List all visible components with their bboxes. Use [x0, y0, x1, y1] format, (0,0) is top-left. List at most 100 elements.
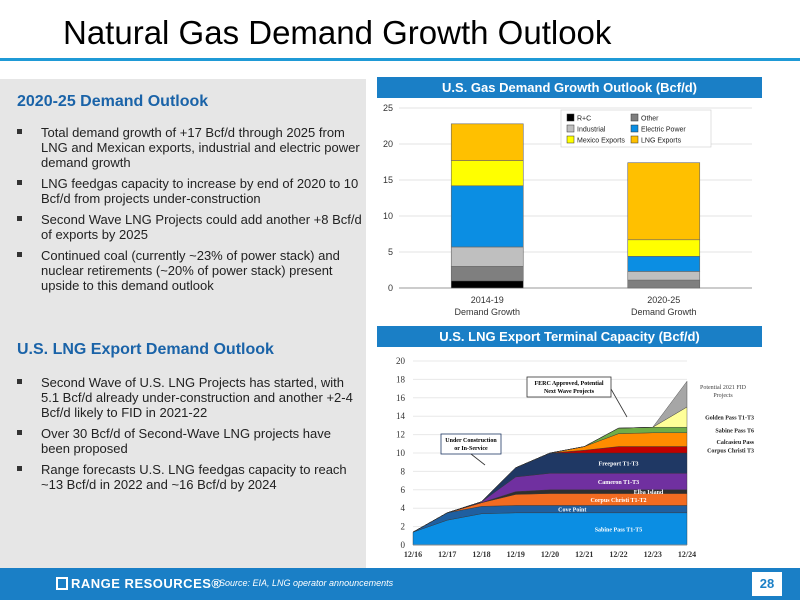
- y-tick-label: 10: [383, 211, 393, 221]
- x-tick-label: 12/17: [438, 550, 456, 559]
- demand-growth-bar-chart: 0 5 10 15 20 25 2014-19 Demand Growth 2020-25 Dem…: [377, 100, 762, 322]
- x-tick-label: Demand Growth: [454, 307, 520, 317]
- source-note: Source: EIA, LNG operator announcements: [219, 578, 394, 588]
- annotation-text: or In-Service: [454, 446, 488, 452]
- y-tick-label: 4: [401, 503, 406, 513]
- legend-label: LNG Exports: [641, 138, 682, 145]
- area-label: Potential 2021 FID: [700, 385, 747, 391]
- page-number: 28: [752, 572, 782, 596]
- y-tick-label: 2: [401, 522, 406, 532]
- chart-legend: R+C Other Industrial Electric Power Mexico E…: [560, 109, 712, 148]
- x-tick-label: 12/20: [541, 550, 559, 559]
- y-tick-label: 20: [396, 356, 406, 366]
- y-tick-label: 8: [401, 466, 406, 476]
- area-label: Projects: [713, 393, 733, 399]
- annotation-under-construction: Under Construction or In-Service: [440, 433, 502, 466]
- area-label: Corpus Christi T1-T2: [591, 498, 647, 504]
- list-item: Second Wave LNG Projects could add anoth…: [17, 212, 362, 242]
- left-text-panel: 2020-25 Demand Outlook Total demand grow…: [0, 79, 366, 568]
- legend-label: Electric Power: [641, 127, 686, 134]
- demand-chart-header: U.S. Gas Demand Growth Outlook (Bcf/d): [377, 77, 762, 98]
- annotation-box: [526, 376, 612, 398]
- annotation-text: Next Wave Projects: [544, 389, 595, 395]
- x-tick-label: 12/23: [644, 550, 662, 559]
- bar-segment: [627, 256, 701, 272]
- x-tick-label: 12/18: [472, 550, 490, 559]
- area-label: Freeport T1-T3: [599, 462, 639, 468]
- area-label: Elba Island: [634, 490, 664, 496]
- legend-swatch: [630, 124, 639, 133]
- bar-segment: [450, 280, 524, 289]
- bar-segment: [627, 271, 701, 281]
- bullet-icon: [17, 180, 22, 185]
- list-item: Second Wave of U.S. LNG Projects has sta…: [17, 375, 362, 420]
- y-tick-label: 20: [383, 139, 393, 149]
- bar-segment: [450, 185, 524, 248]
- y-tick-label: 18: [396, 374, 406, 384]
- legend-swatch: [630, 135, 639, 144]
- area-label: Golden Pass T1-T3: [705, 416, 754, 422]
- bullet-icon: [17, 252, 22, 257]
- annotation-arrow: [610, 388, 628, 418]
- demand-outlook-bullets: Total demand growth of +17 Bcf/d through…: [17, 125, 362, 299]
- list-item: Over 30 Bcf/d of Second-Wave LNG project…: [17, 426, 362, 456]
- bar-segment: [450, 123, 524, 161]
- area-label: Cameron T1-T3: [598, 480, 639, 486]
- y-tick-label: 0: [388, 283, 393, 293]
- company-logo: RANGE RESOURCES®: [56, 576, 222, 591]
- bar-segment: [627, 279, 701, 289]
- annotation-ferc: FERC Approved, Potential Next Wave Projec…: [526, 376, 628, 418]
- y-tick-label: 12: [396, 430, 405, 440]
- y-tick-label: 6: [401, 485, 406, 495]
- bullet-icon: [17, 216, 22, 221]
- legend-label: R+C: [577, 116, 591, 123]
- x-tick-label: 12/22: [609, 550, 627, 559]
- legend-label: Industrial: [577, 127, 606, 134]
- y-tick-label: 10: [396, 448, 406, 458]
- x-tick-label: 12/21: [575, 550, 593, 559]
- lng-chart-header: U.S. LNG Export Terminal Capacity (Bcf/d…: [377, 326, 762, 347]
- lng-outlook-bullets: Second Wave of U.S. LNG Projects has sta…: [17, 375, 362, 498]
- x-tick-label: Demand Growth: [631, 307, 697, 317]
- x-tick-label: 12/16: [404, 550, 422, 559]
- bar-segment: [450, 246, 524, 267]
- y-tick-label: 14: [396, 411, 406, 421]
- legend-swatch: [566, 135, 575, 144]
- legend-swatch: [630, 113, 639, 122]
- bullet-icon: [17, 430, 22, 435]
- y-tick-label: 0: [401, 540, 406, 550]
- annotation-arrow: [470, 453, 486, 466]
- legend-swatch: [566, 124, 575, 133]
- x-tick-label: 2020-25: [647, 295, 680, 305]
- area-label: Sabine Pass T6: [715, 429, 754, 435]
- demand-outlook-heading: 2020-25 Demand Outlook: [17, 93, 209, 110]
- bar-segment: [450, 160, 524, 187]
- bullet-icon: [17, 466, 22, 471]
- y-tick-label: 25: [383, 103, 393, 113]
- area-label: Calcasieu Pass: [717, 440, 755, 446]
- list-item: Range forecasts U.S. LNG feedgas capacit…: [17, 462, 362, 492]
- footer-bar: RANGE RESOURCES® Source: EIA, LNG operat…: [0, 568, 800, 600]
- annotation-text: Under Construction: [445, 438, 497, 444]
- y-tick-label: 15: [383, 175, 393, 185]
- lng-outlook-heading: U.S. LNG Export Demand Outlook: [17, 341, 274, 358]
- logo-icon: [56, 577, 68, 590]
- bullet-icon: [17, 379, 22, 384]
- legend-swatch: [566, 113, 575, 122]
- legend-label: Mexico Exports: [577, 138, 625, 145]
- bar-segment: [450, 266, 524, 282]
- bullet-icon: [17, 129, 22, 134]
- lng-capacity-area-chart: 0 2 4 6 8 10 12 14 16 18 20 12/16 12/17 12/18 12/19 12/…: [377, 349, 762, 568]
- area-band: [412, 380, 688, 533]
- area-label: Sabine Pass T1-T5: [595, 527, 643, 533]
- y-tick-label: 16: [396, 393, 406, 403]
- x-tick-label: 2014-19: [471, 295, 504, 305]
- x-tick-label: 12/24: [678, 550, 696, 559]
- annotation-text: FERC Approved, Potential: [534, 381, 603, 387]
- x-tick-label: 12/19: [507, 550, 525, 559]
- legend-label: Other: [641, 116, 659, 123]
- list-item: LNG feedgas capacity to increase by end …: [17, 176, 362, 206]
- bar-segment: [627, 239, 701, 257]
- slide-title: Natural Gas Demand Growth Outlook: [63, 14, 612, 51]
- bar-segment: [627, 162, 701, 241]
